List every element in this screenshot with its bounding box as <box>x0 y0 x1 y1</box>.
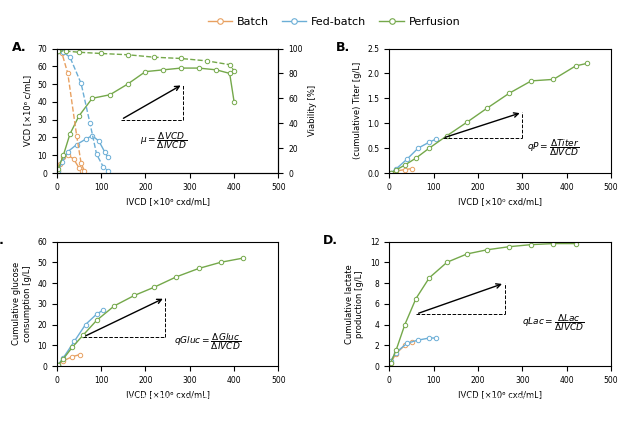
Text: $qGluc = \dfrac{\Delta Gluc}{\Delta IVCD}$: $qGluc = \dfrac{\Delta Gluc}{\Delta IVCD… <box>174 331 241 351</box>
Y-axis label: Cumulative glucose
consumption [g/L]: Cumulative glucose consumption [g/L] <box>12 262 32 345</box>
Text: $\mu = \dfrac{\Delta VCD}{\Delta IVCD}$: $\mu = \dfrac{\Delta VCD}{\Delta IVCD}$ <box>140 131 186 151</box>
Text: A.: A. <box>13 41 27 54</box>
Text: D.: D. <box>323 234 338 247</box>
Y-axis label: Cumulative lactate
production [g/L]: Cumulative lactate production [g/L] <box>345 264 364 344</box>
X-axis label: IVCD [×10⁰ cxd/mL]: IVCD [×10⁰ cxd/mL] <box>458 197 542 206</box>
Text: $qLac = \dfrac{\Delta Lac}{\Delta IVCD}$: $qLac = \dfrac{\Delta Lac}{\Delta IVCD}$ <box>522 312 585 333</box>
Text: $qP = \dfrac{\Delta Titer}{\Delta IVCD}$: $qP = \dfrac{\Delta Titer}{\Delta IVCD}$ <box>527 137 580 157</box>
X-axis label: IVCD [×10⁶ cxd/mL]: IVCD [×10⁶ cxd/mL] <box>125 197 210 206</box>
X-axis label: IVCD [×10⁶ cxd/mL]: IVCD [×10⁶ cxd/mL] <box>125 390 210 399</box>
Text: B.: B. <box>336 41 350 54</box>
X-axis label: IVCD [×10⁶ cxd/mL]: IVCD [×10⁶ cxd/mL] <box>458 390 542 399</box>
Y-axis label: Viability [%]: Viability [%] <box>308 85 318 136</box>
Y-axis label: VCD [×10⁶ c/mL]: VCD [×10⁶ c/mL] <box>23 75 32 146</box>
Y-axis label: (cumulative) Titer [g/L]: (cumulative) Titer [g/L] <box>353 62 362 159</box>
Legend: Batch, Fed-batch, Perfusion: Batch, Fed-batch, Perfusion <box>203 12 464 31</box>
Text: C.: C. <box>0 234 4 247</box>
Text: Figure 1. Advantage of perfusion cultivation (green) in comparison to batch (ora: Figure 1. Advantage of perfusion cultiva… <box>63 395 567 419</box>
